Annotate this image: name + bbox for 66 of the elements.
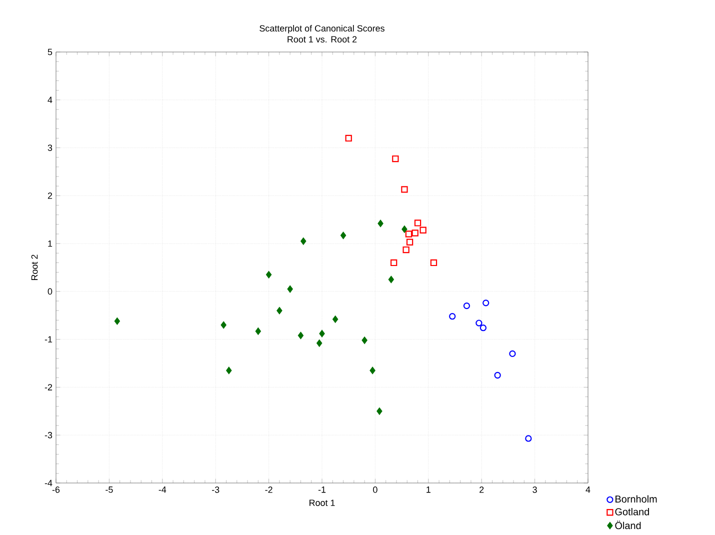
point [420, 227, 426, 234]
chart-title: Scatterplot of Canonical Scores [260, 25, 384, 34]
y-tick-label: 4 [48, 97, 52, 104]
point [463, 302, 470, 310]
y-tick-label: 3 [48, 144, 52, 152]
point [276, 307, 282, 314]
point [525, 435, 532, 442]
point [376, 408, 382, 415]
point [370, 367, 376, 374]
x-tick-label: -3 [212, 486, 220, 494]
x-tick-label: -6 [52, 486, 60, 494]
point [220, 322, 226, 329]
chart-subtitle: Root 1 vs. Root 2 [288, 36, 357, 43]
y-tick-label: -2 [44, 384, 52, 391]
x-tick-label: 1 [426, 486, 430, 493]
point [414, 220, 422, 227]
point [345, 135, 352, 142]
point [255, 328, 261, 335]
x-tick-label: -2 [265, 486, 272, 494]
x-tick-label: -5 [106, 486, 113, 494]
legend-label: Gotland [615, 508, 649, 516]
point [430, 260, 438, 266]
y-tick-label: -4 [44, 480, 52, 486]
point [388, 276, 394, 284]
point [362, 336, 368, 344]
point [401, 186, 408, 194]
y-tick-label: 2 [48, 192, 52, 200]
point [319, 330, 325, 338]
point [392, 156, 399, 162]
y-tick-label: -1 [44, 336, 52, 343]
x-tick-label: -4 [158, 486, 166, 493]
point [316, 340, 322, 347]
point [402, 226, 408, 233]
y-tick-label: 0 [48, 288, 52, 295]
y-tick-label: 1 [48, 240, 52, 247]
point [509, 350, 516, 358]
point [300, 238, 306, 245]
point [449, 313, 456, 320]
point [482, 300, 490, 307]
point [226, 367, 232, 374]
point [476, 320, 482, 327]
point [402, 246, 410, 254]
point [480, 324, 487, 332]
x-axis-title: Root 1 [310, 500, 335, 506]
point [390, 260, 398, 266]
point [412, 230, 418, 237]
point [494, 372, 501, 379]
point [332, 316, 338, 323]
point [114, 318, 120, 325]
x-tick-label: -1 [318, 486, 326, 493]
point [298, 332, 304, 340]
x-tick-label: 4 [586, 486, 590, 493]
legend-label: Öland [615, 520, 641, 530]
point [340, 232, 346, 240]
y-tick-label: -3 [44, 432, 52, 439]
point [266, 271, 272, 278]
legend-label: Bornholm [616, 496, 657, 503]
point [406, 239, 414, 246]
x-tick-label: 0 [373, 486, 378, 494]
y-axis-title: Root 2 [31, 254, 38, 280]
x-tick-label: 2 [480, 486, 484, 494]
y-tick-label: 5 [48, 49, 52, 56]
point [405, 230, 412, 238]
point [287, 286, 293, 293]
x-tick-label: 3 [532, 486, 537, 494]
point [378, 220, 384, 228]
